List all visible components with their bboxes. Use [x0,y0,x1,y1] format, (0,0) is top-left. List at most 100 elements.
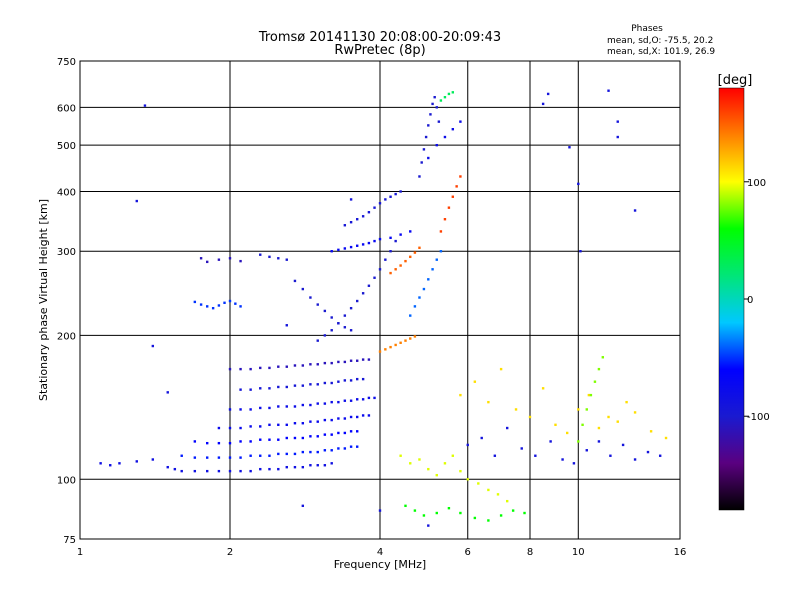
data-point [439,230,443,233]
data-point [330,418,333,422]
data-point [439,99,443,102]
data-point [443,135,447,139]
data-point [355,359,359,362]
data-point [459,469,462,473]
data-point [109,464,112,467]
data-point [277,385,280,389]
data-point [409,314,412,317]
data-point [549,440,552,443]
data-point [228,408,232,411]
data-point [259,454,262,457]
data-point [435,258,438,261]
data-point [337,360,340,364]
data-point [205,456,209,459]
data-point [511,509,515,512]
data-point [259,406,262,410]
colorbar: [deg] -100 0 100 [718,73,770,511]
data-point [228,257,232,260]
data-point [239,469,242,473]
data-point [239,259,242,263]
data-point [565,431,569,435]
data-point [394,239,397,243]
data-point [301,422,305,425]
data-point [211,306,215,310]
data-point [293,452,297,456]
data-points [99,89,668,527]
data-point [589,393,593,397]
data-point [330,316,333,319]
data-point [554,423,557,427]
data-point [384,198,387,201]
data-point [435,106,438,109]
data-point [429,113,432,116]
data-point [277,467,280,471]
data-point [520,447,523,450]
data-point [418,458,421,461]
data-point [316,402,319,405]
data-point [355,244,359,247]
data-point [579,250,582,253]
data-point [413,251,417,254]
data-point [343,447,347,450]
data-point [487,400,490,404]
data-point [577,440,580,443]
data-point [228,299,232,303]
data-point [316,383,319,386]
y-tick-label: 600 [57,103,76,114]
data-point [477,482,480,485]
data-point [249,408,252,411]
data-point [487,519,490,522]
data-point [301,364,305,367]
data-point [309,363,312,366]
data-point [378,350,382,353]
data-point [293,465,297,469]
data-point [431,268,434,271]
data-point [337,447,340,450]
stats-heading: Phases [631,24,663,34]
data-point [378,237,382,241]
x-axis: 1 2 4 6 8 10 16 [77,547,687,558]
data-point [587,393,591,397]
data-point [234,302,237,305]
data-point [285,365,288,368]
data-point [443,218,447,221]
data-point [349,445,353,448]
data-point [343,379,347,382]
data-point [409,255,412,259]
x-tick-label: 10 [572,547,585,558]
data-point [239,440,242,443]
data-point [343,326,347,329]
data-point [293,436,297,440]
data-point [228,426,232,430]
data-point [541,387,545,390]
data-point [349,306,353,310]
data-point [399,190,402,193]
data-point [413,305,417,308]
data-point [658,454,662,457]
data-point [384,348,387,351]
data-point [447,206,451,209]
data-point [601,356,605,359]
data-point [323,309,327,313]
y-tick-label: 500 [57,141,76,152]
data-point [309,403,312,407]
plot-area: 1 2 4 6 8 10 16 75 100 200 300 400 500 600 750 [57,57,686,558]
data-point [239,305,242,308]
data-point [367,284,371,287]
data-point [577,408,580,411]
data-point [455,185,458,188]
data-point [285,423,288,427]
data-point [505,426,509,430]
data-point [378,509,382,512]
data-point [561,458,564,461]
grid-lines [80,61,680,539]
data-point [616,120,619,123]
data-point [349,221,353,224]
data-point [378,268,382,271]
data-point [439,250,443,253]
data-point [277,405,280,408]
data-point [409,337,412,340]
data-point [367,211,371,214]
data-point [259,387,262,390]
data-point [309,435,312,438]
